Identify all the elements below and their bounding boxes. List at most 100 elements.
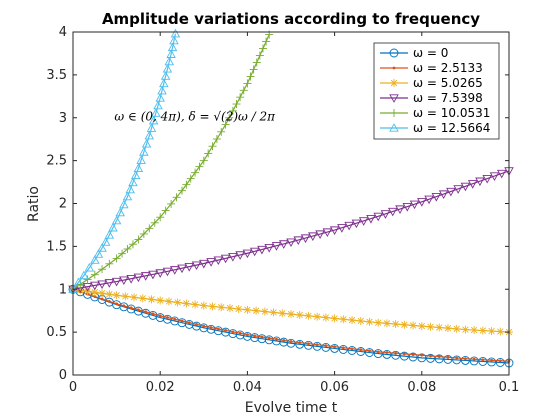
series-point-0	[184, 319, 194, 329]
series-point-4	[128, 240, 137, 249]
x-tick-label: 0.08	[407, 380, 436, 395]
series-point-5	[160, 71, 171, 80]
y-tick-label: 1	[59, 282, 67, 297]
series-point-1	[455, 356, 459, 360]
series-point-4	[236, 93, 245, 102]
series-point-1	[307, 342, 310, 346]
series-point-5	[146, 123, 157, 132]
x-tick-label: 0.02	[146, 380, 175, 395]
series-point-1	[498, 359, 502, 363]
series-point-5	[97, 243, 107, 252]
legend-entry-5: ω = 12.5664	[413, 121, 490, 135]
y-tick-label: 4	[59, 25, 67, 40]
series-point-4	[221, 120, 230, 129]
series-point-0	[155, 313, 165, 322]
series-point-0	[206, 324, 216, 334]
series-point-1	[209, 326, 213, 329]
series-point-2	[356, 316, 365, 325]
series-point-4	[199, 156, 208, 165]
series-point-5	[122, 191, 133, 201]
series-point-2	[287, 310, 295, 319]
series-point-1	[158, 314, 162, 318]
series-point-2	[382, 319, 391, 328]
series-point-4	[139, 229, 148, 238]
series-point-2	[234, 304, 243, 313]
series-point-3	[104, 279, 115, 288]
series-point-2	[426, 322, 435, 331]
series-point-1	[490, 358, 493, 362]
series-point-2	[304, 311, 313, 320]
legend-entry-0: ω = 0	[413, 46, 448, 60]
legend-entry-2: ω = 5.0265	[413, 76, 483, 90]
series-point-5	[111, 215, 122, 225]
series-point-2	[182, 299, 191, 308]
series-point-4	[161, 206, 170, 215]
series-point-3	[242, 249, 253, 259]
series-point-3	[264, 244, 274, 253]
legend-entry-4: ω = 10.0531	[413, 106, 490, 120]
series-point-1	[144, 310, 148, 314]
series-point-3	[133, 273, 144, 283]
series-point-2	[191, 300, 200, 309]
series-point-4	[123, 244, 132, 253]
series-point-3	[329, 226, 340, 236]
series-point-0	[321, 342, 331, 352]
series-point-2	[121, 292, 130, 301]
series-point-1	[151, 312, 155, 316]
series-point-3	[417, 198, 427, 207]
series-point-1	[216, 327, 220, 331]
series-point-1	[481, 358, 485, 362]
series-point-5	[159, 78, 169, 88]
series-point-0	[199, 323, 209, 333]
series-point-0	[279, 337, 289, 347]
series-point-2	[243, 305, 252, 314]
series-point-2	[478, 326, 487, 335]
series-point-2	[138, 294, 147, 303]
series-point-1	[195, 323, 198, 326]
series-point-2	[487, 327, 496, 336]
series-point-3	[184, 263, 195, 272]
legend-marker-0	[389, 48, 399, 58]
series-point-2	[339, 315, 348, 324]
series-point-1	[376, 350, 380, 354]
series-point-3	[235, 251, 245, 260]
series-point-3	[315, 230, 325, 240]
series-point-4	[239, 86, 248, 95]
series-point-5	[108, 222, 118, 232]
series-point-5	[153, 100, 163, 110]
series-point-0	[382, 349, 392, 359]
series-point-0	[365, 348, 374, 357]
series-point-2	[164, 297, 173, 306]
series-point-4	[204, 149, 213, 158]
y-tick-label: 1.5	[46, 239, 67, 254]
series-point-0	[177, 318, 187, 328]
series-point-0	[487, 357, 497, 367]
series-point-3	[278, 240, 289, 249]
series-point-5	[151, 108, 161, 117]
series-point-5	[141, 138, 152, 148]
series-point-3	[351, 219, 362, 229]
series-point-5	[155, 93, 165, 102]
legend-marker-2	[390, 79, 398, 87]
series-point-5	[166, 49, 176, 58]
series-point-3	[489, 172, 500, 181]
series-point-3	[467, 180, 478, 189]
legend-marker-4	[390, 109, 398, 117]
series-point-1	[437, 355, 441, 359]
series-point-2	[252, 306, 261, 315]
series-point-2	[452, 324, 461, 333]
series-point-5	[164, 56, 175, 66]
y-tick-label: 0.5	[46, 325, 67, 340]
series-point-0	[170, 316, 180, 326]
series-point-1	[385, 351, 389, 354]
series-point-2	[199, 301, 208, 310]
series-point-5	[93, 249, 104, 258]
series-point-1	[350, 347, 354, 351]
y-tick-label: 0	[59, 368, 67, 383]
series-point-3	[395, 205, 405, 215]
series-point-0	[250, 333, 260, 343]
series-point-2	[278, 309, 287, 318]
series-point-1	[100, 297, 104, 301]
series-point-4	[90, 270, 99, 279]
series-point-4	[145, 224, 154, 233]
